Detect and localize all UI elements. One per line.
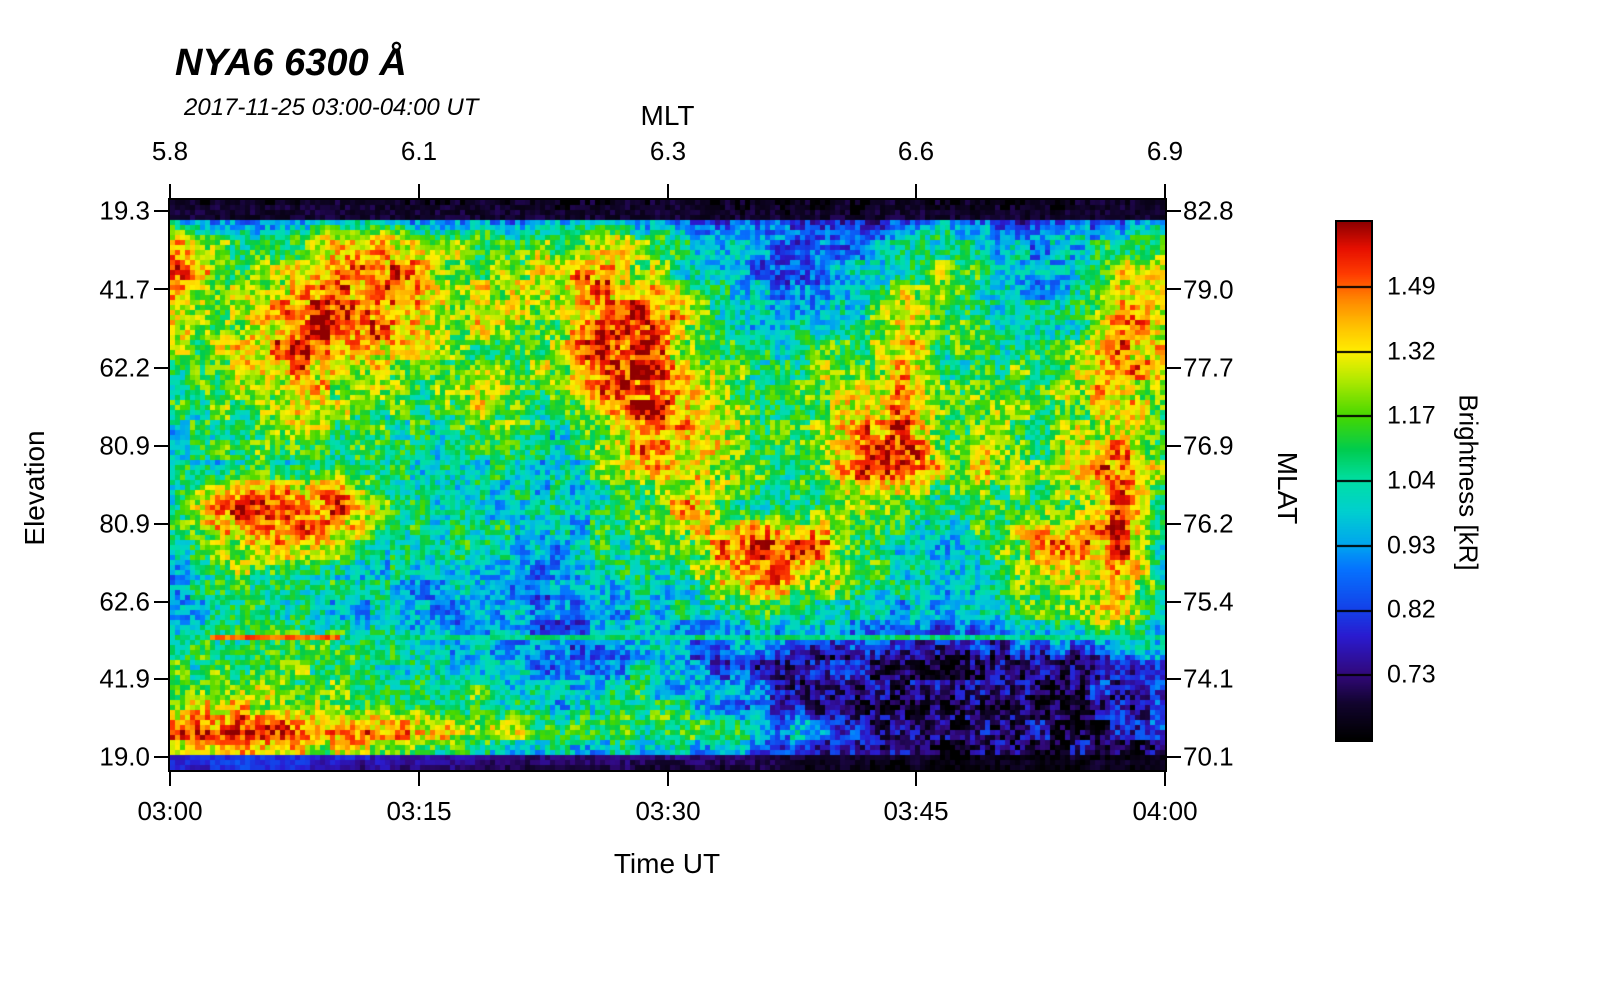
tick-mark bbox=[417, 184, 420, 198]
colorbar-tick-label: 0.93 bbox=[1387, 531, 1436, 560]
right-tick-label: 76.2 bbox=[1183, 508, 1234, 539]
right-axis-label: MLAT bbox=[1272, 451, 1303, 525]
bottom-tick-label: 03:00 bbox=[137, 796, 203, 826]
left-axis-label: Elevation bbox=[19, 430, 50, 546]
top-tick-label: 6.3 bbox=[649, 136, 687, 166]
colorbar-tick-label: 1.32 bbox=[1387, 337, 1436, 366]
right-tick-label: 77.7 bbox=[1183, 352, 1234, 383]
colorbar-tick-label: 0.73 bbox=[1387, 660, 1436, 689]
tick-mark bbox=[154, 288, 168, 291]
tick-mark bbox=[154, 444, 168, 447]
right-tick-label: 82.8 bbox=[1183, 195, 1234, 226]
right-tick-label: 74.1 bbox=[1183, 663, 1234, 694]
right-tick-label: 79.0 bbox=[1183, 274, 1234, 305]
tick-mark bbox=[1167, 444, 1181, 447]
tick-mark bbox=[1167, 600, 1181, 603]
bottom-tick-label: 03:45 bbox=[883, 796, 949, 826]
left-tick-label: 62.2 bbox=[99, 352, 150, 383]
tick-mark bbox=[1167, 756, 1181, 759]
top-tick-label: 5.8 bbox=[151, 136, 189, 166]
colorbar-label: Brightness [kR] bbox=[1453, 394, 1484, 571]
left-tick-label: 41.7 bbox=[99, 274, 150, 305]
tick-mark bbox=[1164, 772, 1166, 786]
colorbar-tick-label: 1.17 bbox=[1387, 401, 1436, 430]
right-tick-label: 75.4 bbox=[1183, 586, 1234, 617]
tick-mark bbox=[154, 210, 168, 213]
tick-mark bbox=[1164, 184, 1166, 198]
right-tick-label: 76.9 bbox=[1183, 430, 1234, 461]
top-tick-label: 6.1 bbox=[400, 136, 438, 166]
tick-mark bbox=[915, 772, 918, 786]
bottom-axis-label: Time UT bbox=[613, 848, 721, 879]
tick-mark bbox=[1167, 522, 1181, 525]
tick-mark bbox=[154, 678, 168, 681]
tick-mark bbox=[154, 600, 168, 603]
tick-mark bbox=[1167, 210, 1181, 213]
bottom-tick-label: 03:30 bbox=[635, 796, 701, 826]
tick-mark bbox=[1167, 288, 1181, 291]
colorbar-canvas bbox=[1337, 222, 1371, 740]
tick-mark bbox=[154, 756, 168, 759]
left-tick-label: 19.0 bbox=[99, 741, 150, 772]
left-tick-label: 41.9 bbox=[99, 663, 150, 694]
bottom-tick-label: 03:15 bbox=[386, 796, 452, 826]
tick-mark bbox=[154, 522, 168, 525]
tick-mark bbox=[1167, 678, 1181, 681]
heatmap-canvas bbox=[170, 200, 1165, 770]
tick-mark bbox=[169, 772, 171, 786]
chart-title: NYA6 6300 Å bbox=[175, 42, 407, 84]
tick-mark bbox=[666, 184, 669, 198]
tick-mark bbox=[1167, 366, 1181, 369]
tick-mark bbox=[169, 184, 171, 198]
tick-mark bbox=[915, 184, 918, 198]
left-tick-label: 80.9 bbox=[99, 508, 150, 539]
heatmap-plot bbox=[168, 198, 1167, 772]
left-tick-label: 19.3 bbox=[99, 195, 150, 226]
top-axis-label: MLT bbox=[640, 100, 695, 131]
tick-mark bbox=[154, 366, 168, 369]
tick-mark bbox=[666, 772, 669, 786]
left-tick-label: 80.9 bbox=[99, 430, 150, 461]
tick-mark bbox=[417, 772, 420, 786]
left-tick-label: 62.6 bbox=[99, 586, 150, 617]
top-tick-label: 6.6 bbox=[897, 136, 935, 166]
colorbar-tick-label: 1.04 bbox=[1387, 466, 1436, 495]
colorbar bbox=[1335, 220, 1373, 742]
top-tick-label: 6.9 bbox=[1146, 136, 1184, 166]
colorbar-tick-label: 1.49 bbox=[1387, 272, 1436, 301]
chart-subtitle: 2017-11-25 03:00-04:00 UT bbox=[184, 94, 479, 121]
bottom-tick-label: 04:00 bbox=[1132, 796, 1198, 826]
colorbar-tick-label: 0.82 bbox=[1387, 595, 1436, 624]
right-tick-label: 70.1 bbox=[1183, 741, 1234, 772]
